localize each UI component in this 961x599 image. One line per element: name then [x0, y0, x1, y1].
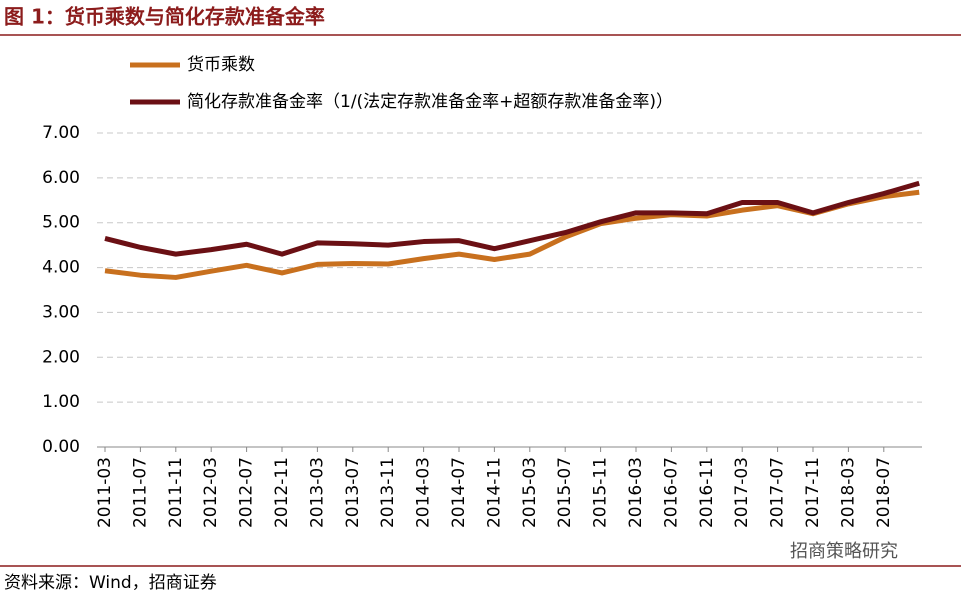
- x-tick-label: 2016-03: [626, 457, 646, 528]
- x-tick-label: 2011-07: [130, 457, 150, 528]
- x-tick-label: 2015-07: [555, 457, 575, 528]
- x-tick-label: 2018-03: [838, 457, 858, 528]
- x-tick-label: 2013-11: [378, 457, 398, 528]
- x-tick-label: 2013-07: [343, 457, 363, 528]
- x-tick-label: 2018-07: [874, 457, 894, 528]
- x-tick-label: 2014-11: [484, 457, 504, 528]
- y-tick-label: 4.00: [42, 258, 80, 278]
- x-tick-label: 2014-03: [414, 457, 434, 528]
- y-tick-label: 7.00: [42, 123, 80, 143]
- x-tick-label: 2016-07: [661, 457, 681, 528]
- x-tick-label: 2017-03: [732, 457, 752, 528]
- x-tick-label: 2016-11: [697, 457, 717, 528]
- legend-label: 货币乘数: [187, 55, 255, 75]
- x-tick-label: 2011-11: [166, 457, 186, 528]
- series-line: [104, 189, 920, 280]
- chart-title: 图 1：货币乘数与简化存款准备金率: [4, 5, 325, 29]
- x-tick-label: 2015-11: [591, 457, 611, 528]
- series-line: [104, 180, 920, 257]
- y-tick-label: 1.00: [42, 392, 80, 412]
- y-tick-label: 6.00: [42, 168, 80, 188]
- x-tick-label: 2012-03: [201, 457, 221, 528]
- x-tick-label: 2012-11: [272, 457, 292, 528]
- x-tick-label: 2015-03: [520, 457, 540, 528]
- x-tick-label: 2017-11: [803, 457, 823, 528]
- x-tick-label: 2011-03: [95, 457, 115, 528]
- y-tick-label: 3.00: [42, 302, 80, 322]
- y-tick-label: 2.00: [42, 347, 80, 367]
- y-tick-label: 5.00: [42, 213, 80, 233]
- x-tick-label: 2014-07: [449, 457, 469, 528]
- y-tick-label: 0.00: [42, 437, 80, 457]
- x-tick-label: 2013-03: [307, 457, 327, 528]
- legend-label: 简化存款准备金率（1/(法定存款准备金率+超额存款准备金率)）: [187, 92, 673, 112]
- x-tick-label: 2017-07: [768, 457, 788, 528]
- watermark: 招商策略研究: [790, 541, 898, 562]
- x-tick-label: 2012-07: [237, 457, 257, 528]
- source: 资料来源：Wind，招商证券: [4, 573, 217, 593]
